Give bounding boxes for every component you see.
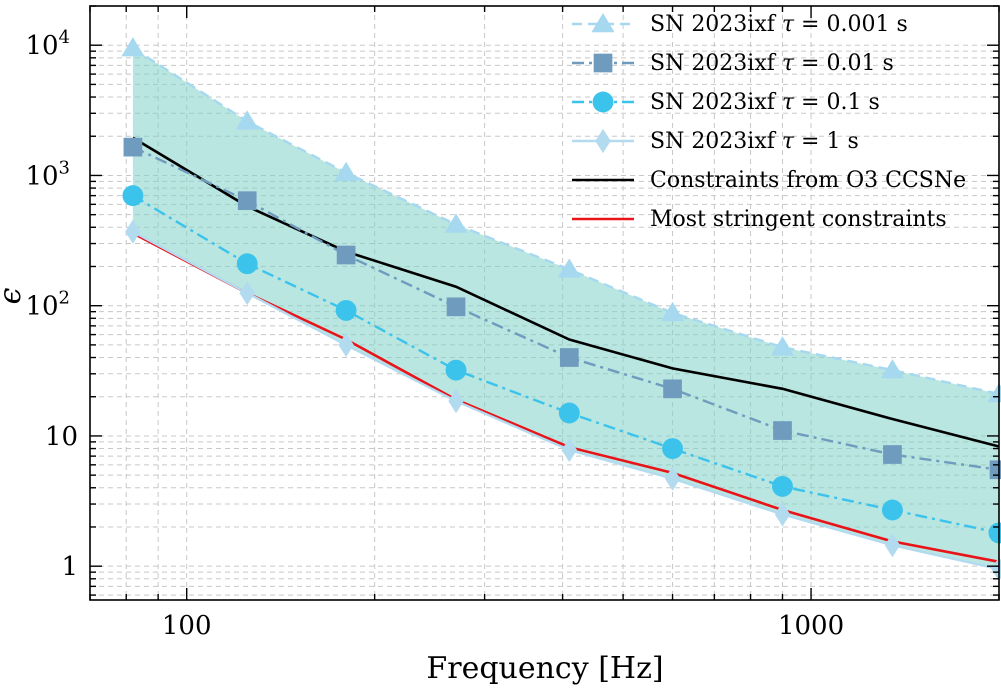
legend-entry: Most stringent constraints bbox=[572, 207, 947, 232]
legend-label: SN 2023ixf τ = 0.001 s bbox=[650, 12, 908, 37]
shaded-band-layer bbox=[132, 48, 999, 570]
legend-marker bbox=[591, 13, 615, 33]
axes-layer: 100 1000 1 10 102 103 104 bbox=[25, 5, 1000, 641]
data-point bbox=[239, 280, 255, 306]
series-tau-0p01 bbox=[123, 137, 1001, 480]
data-point bbox=[557, 258, 581, 278]
data-point bbox=[448, 389, 464, 414]
data-point bbox=[660, 301, 685, 322]
y-tick-label: 104 bbox=[25, 27, 70, 61]
legend-marker bbox=[592, 91, 614, 113]
data-point bbox=[884, 533, 901, 558]
legend-label: Constraints from O3 CCSNe bbox=[650, 168, 966, 193]
legend-entry: SN 2023ixf τ = 0.1 s bbox=[572, 90, 880, 115]
data-point bbox=[445, 359, 467, 381]
plot-frame bbox=[89, 5, 1000, 601]
data-point bbox=[883, 445, 902, 464]
legend-marker bbox=[593, 53, 613, 73]
y-tick-label: 102 bbox=[25, 288, 70, 322]
data-point bbox=[773, 421, 792, 440]
data-point bbox=[338, 332, 354, 358]
y-axis-label: ϵ bbox=[0, 287, 28, 304]
legend-marker bbox=[595, 128, 611, 154]
data-point bbox=[558, 402, 580, 424]
y-tick-label: 10 bbox=[45, 422, 78, 452]
series-line bbox=[132, 136, 1000, 448]
series-tau-1 bbox=[125, 219, 1001, 582]
data-point bbox=[122, 185, 144, 207]
legend-label: SN 2023ixf τ = 1 s bbox=[650, 129, 859, 154]
x-axis-label: Frequency [Hz] bbox=[426, 651, 663, 686]
x-tick-label: 1000 bbox=[778, 611, 844, 641]
data-point bbox=[770, 336, 795, 356]
data-point bbox=[663, 379, 682, 399]
series-tau-0p1 bbox=[122, 185, 1001, 544]
legend-entry: SN 2023ixf τ = 0.01 s bbox=[572, 51, 894, 76]
series-line bbox=[132, 194, 1000, 535]
data-point bbox=[989, 460, 1001, 480]
legend-entry: SN 2023ixf τ = 0.001 s bbox=[572, 12, 908, 37]
data-point bbox=[561, 437, 577, 463]
data-point bbox=[237, 191, 257, 211]
data-point bbox=[335, 299, 357, 321]
legend-entry: Constraints from O3 CCSNe bbox=[572, 168, 966, 193]
series-layer bbox=[121, 37, 1001, 582]
data-point bbox=[125, 219, 141, 244]
data-point bbox=[662, 438, 683, 460]
data-point bbox=[444, 213, 468, 233]
legend-label: SN 2023ixf τ = 0.01 s bbox=[650, 51, 894, 76]
data-point bbox=[336, 245, 356, 265]
y-tick-label: 1 bbox=[61, 552, 78, 582]
data-point bbox=[559, 348, 579, 367]
data-point bbox=[121, 37, 145, 57]
data-point bbox=[446, 297, 466, 317]
legend: SN 2023ixf τ = 0.001 s SN 2023ixf τ = 0.0… bbox=[572, 12, 966, 232]
legend-entry: SN 2023ixf τ = 1 s bbox=[572, 128, 859, 154]
data-point bbox=[236, 253, 258, 275]
series-line bbox=[132, 47, 1000, 396]
shaded-band bbox=[132, 48, 999, 570]
data-point bbox=[664, 466, 681, 491]
data-point bbox=[880, 359, 904, 379]
data-point bbox=[235, 110, 259, 130]
data-point bbox=[988, 522, 1001, 544]
x-tick-label: 100 bbox=[162, 611, 212, 641]
series-tau-0p001 bbox=[121, 37, 1001, 403]
data-point bbox=[772, 475, 793, 497]
data-point bbox=[774, 502, 791, 527]
series-o3-ccsne bbox=[132, 136, 1000, 448]
legend-label: Most stringent constraints bbox=[650, 207, 947, 232]
data-point bbox=[334, 161, 358, 181]
data-point bbox=[881, 499, 903, 521]
y-tick-label: 103 bbox=[25, 157, 70, 191]
legend-label: SN 2023ixf τ = 0.1 s bbox=[650, 90, 880, 115]
data-point bbox=[123, 137, 143, 157]
